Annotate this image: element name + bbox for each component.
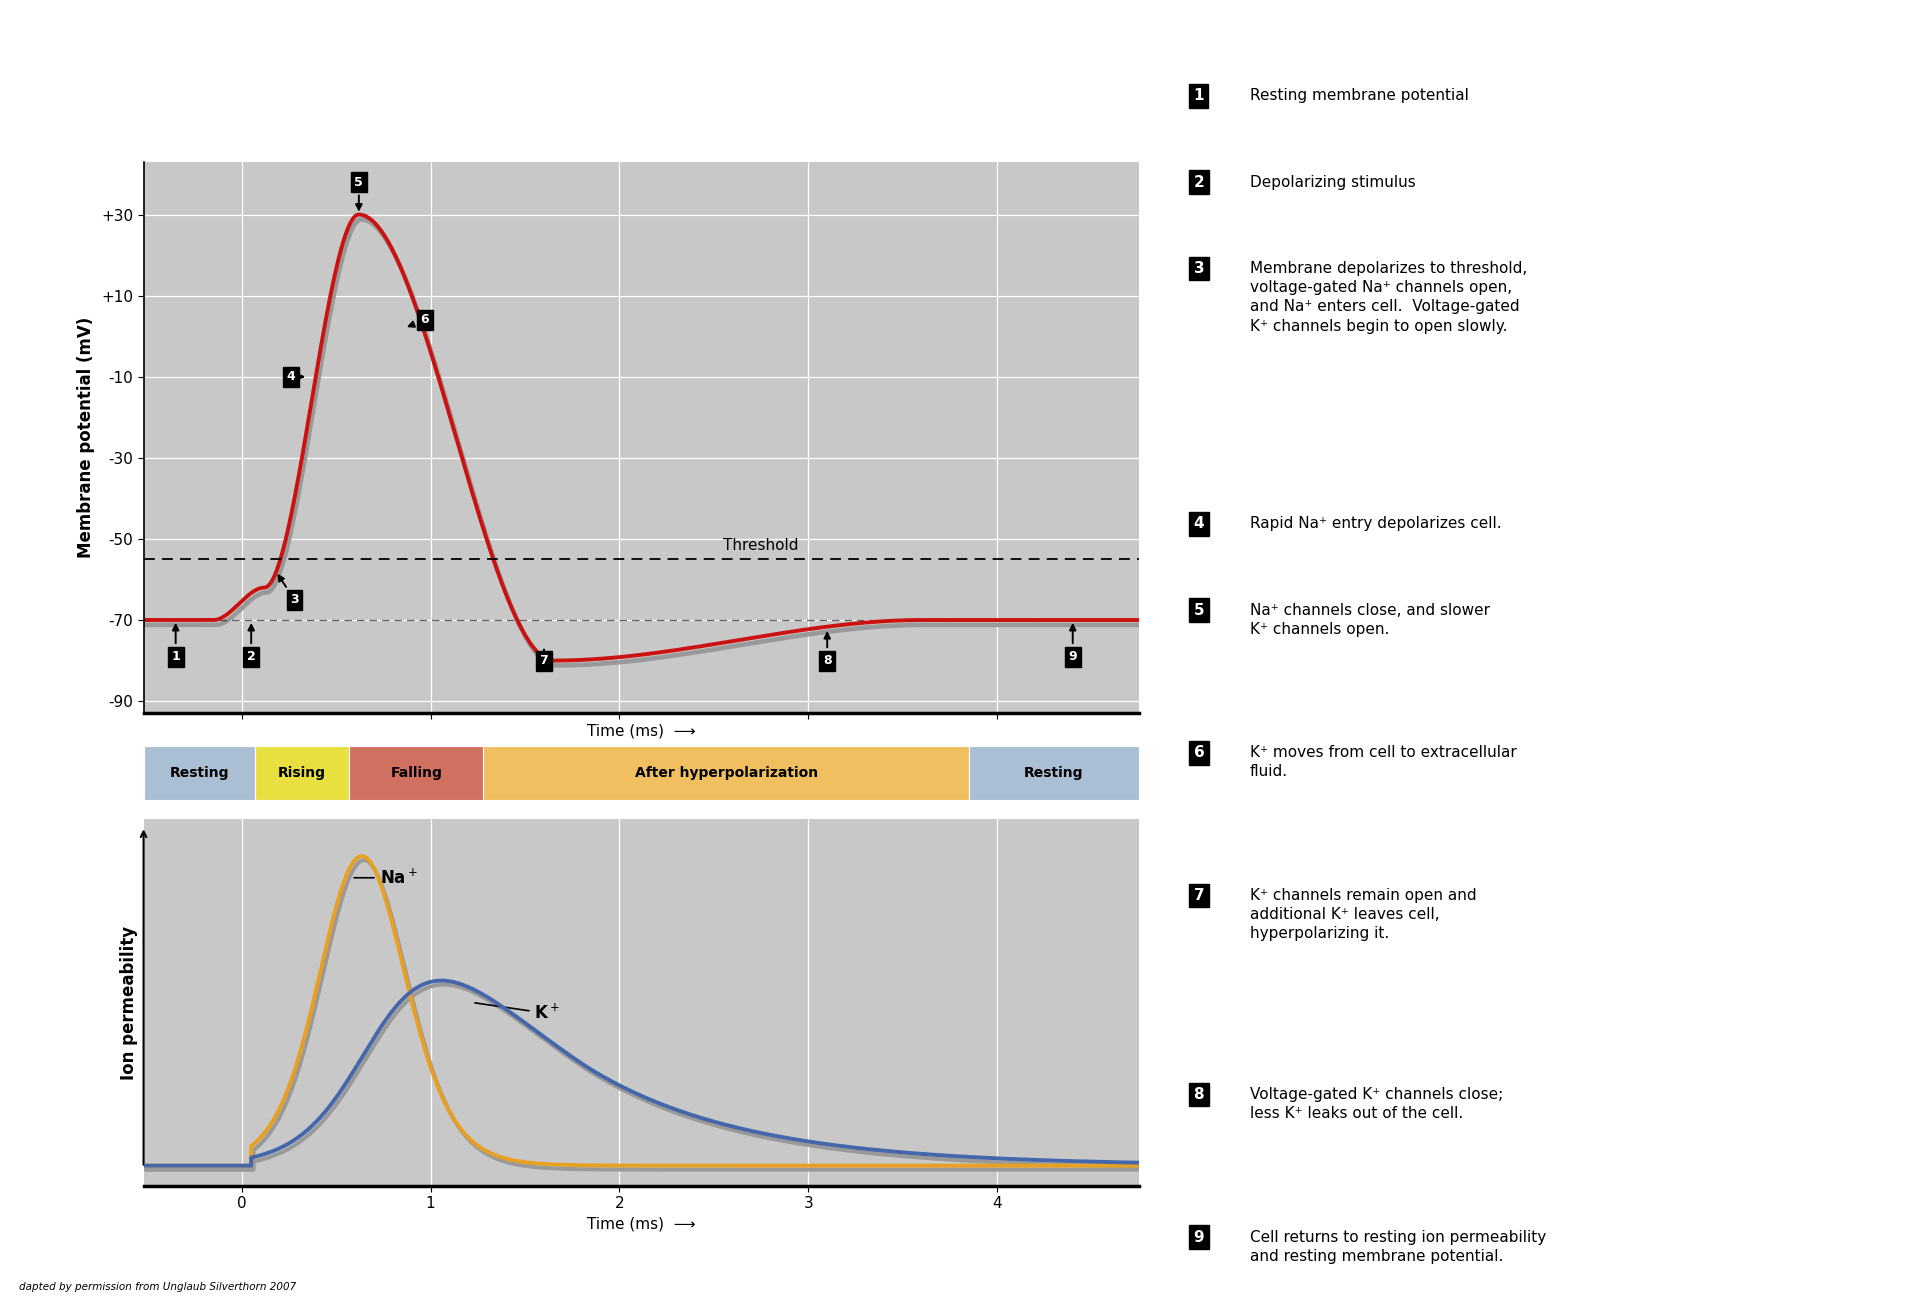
- Bar: [484, 745, 968, 800]
- Text: K$^+$: K$^+$: [475, 1003, 561, 1023]
- Text: 6: 6: [410, 314, 429, 327]
- Text: 5: 5: [1194, 603, 1204, 618]
- Text: 3: 3: [279, 575, 299, 607]
- Text: K⁺ channels remain open and
additional K⁺ leaves cell,
hyperpolarizing it.: K⁺ channels remain open and additional K…: [1250, 888, 1476, 941]
- Text: Na⁺ channels close, and slower
K⁺ channels open.: Na⁺ channels close, and slower K⁺ channe…: [1250, 603, 1489, 636]
- Text: Rapid Na⁺ entry depolarizes cell.: Rapid Na⁺ entry depolarizes cell.: [1250, 516, 1501, 531]
- Text: Resting: Resting: [170, 766, 230, 780]
- Bar: [255, 745, 350, 800]
- Text: 6: 6: [1194, 745, 1204, 761]
- Text: 8: 8: [1194, 1087, 1204, 1102]
- Text: 9: 9: [1068, 625, 1078, 664]
- Text: 2: 2: [1194, 175, 1204, 189]
- Bar: [144, 745, 255, 800]
- Text: Time (ms)  ⟶: Time (ms) ⟶: [588, 723, 695, 739]
- Text: 9: 9: [1194, 1230, 1204, 1244]
- Y-axis label: Membrane potential (mV): Membrane potential (mV): [77, 318, 96, 559]
- Text: 4: 4: [287, 371, 302, 384]
- Text: After hyperpolarization: After hyperpolarization: [635, 766, 817, 780]
- Text: 4: 4: [1194, 516, 1204, 531]
- Bar: [968, 745, 1139, 800]
- Text: 1: 1: [170, 625, 180, 664]
- X-axis label: Time (ms)  ⟶: Time (ms) ⟶: [588, 1217, 695, 1231]
- Text: Falling: Falling: [390, 766, 442, 780]
- Text: Cell returns to resting ion permeability
and resting membrane potential.: Cell returns to resting ion permeability…: [1250, 1230, 1547, 1264]
- Text: dapted by permission from Unglaub Silverthorn 2007: dapted by permission from Unglaub Silver…: [19, 1282, 297, 1292]
- Text: 7: 7: [1194, 888, 1204, 903]
- Text: 7: 7: [540, 649, 547, 667]
- Text: 5: 5: [354, 176, 364, 210]
- Text: Voltage-gated K⁺ channels close;
less K⁺ leaks out of the cell.: Voltage-gated K⁺ channels close; less K⁺…: [1250, 1087, 1502, 1121]
- Text: 3: 3: [1194, 260, 1204, 276]
- Text: 1: 1: [1194, 88, 1204, 104]
- Text: Threshold: Threshold: [723, 538, 798, 553]
- Text: Na$^+$: Na$^+$: [354, 868, 417, 888]
- Text: Resting: Resting: [1024, 766, 1083, 780]
- Text: Membrane depolarizes to threshold,
voltage-gated Na⁺ channels open,
and Na⁺ ente: Membrane depolarizes to threshold, volta…: [1250, 260, 1527, 333]
- Y-axis label: Ion permeability: Ion permeability: [121, 925, 138, 1080]
- Text: Rising: Rising: [278, 766, 325, 780]
- Text: 2: 2: [247, 625, 256, 664]
- Text: 8: 8: [823, 632, 831, 667]
- Text: Resting membrane potential: Resting membrane potential: [1250, 88, 1468, 104]
- Text: K⁺ moves from cell to extracellular
fluid.: K⁺ moves from cell to extracellular flui…: [1250, 745, 1516, 779]
- Bar: [350, 745, 484, 800]
- Text: Depolarizing stimulus: Depolarizing stimulus: [1250, 175, 1416, 189]
